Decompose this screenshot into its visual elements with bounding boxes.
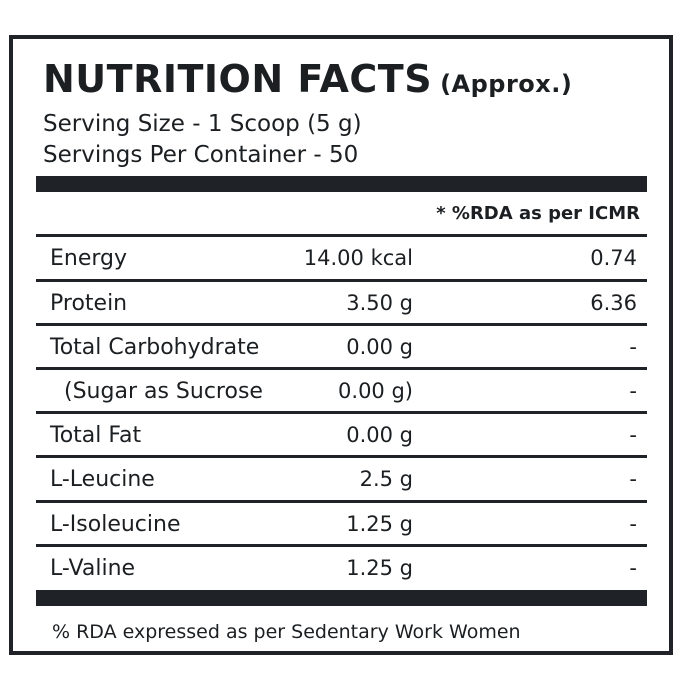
table-row: L-Leucine 2.5 g -: [36, 458, 647, 502]
serving-size: Serving Size - 1 Scoop (5 g): [43, 111, 362, 137]
nutrient-rda: -: [629, 423, 637, 447]
nutrient-amount: 1.25 g: [346, 556, 413, 580]
table-row: Energy 14.00 kcal 0.74: [36, 237, 647, 281]
nutrient-name: (Sugar as Sucrose: [64, 379, 263, 404]
title-suffix: (Approx.): [440, 70, 573, 98]
nutrient-name: Total Carbohydrate: [50, 335, 260, 360]
nutrient-amount: 0.00 g: [346, 335, 413, 359]
table-row: Total Carbohydrate 0.00 g -: [36, 326, 647, 370]
bottom-thick-rule: [36, 590, 647, 606]
nutrient-rda: -: [629, 512, 637, 536]
row-divider: [36, 455, 647, 458]
row-divider: [36, 544, 647, 547]
row-divider: [36, 500, 647, 503]
nutrient-name: Total Fat: [50, 423, 142, 448]
nutrient-name: Protein: [50, 291, 128, 316]
nutrient-amount: 2.5 g: [359, 467, 413, 491]
nutrient-rda: -: [629, 467, 637, 491]
nutrient-name: L-Isoleucine: [50, 512, 181, 537]
nutrient-name: Energy: [50, 246, 128, 271]
nutrient-rda: 6.36: [590, 291, 637, 315]
nutrition-title: NUTRITION FACTS (Approx.): [43, 57, 572, 101]
nutrient-rda: -: [629, 556, 637, 580]
table-row: L-Valine 1.25 g -: [36, 547, 647, 591]
title-main: NUTRITION FACTS: [43, 57, 433, 101]
nutrient-name: L-Valine: [50, 556, 136, 581]
nutrition-facts-panel: NUTRITION FACTS (Approx.) Serving Size - …: [9, 35, 673, 655]
row-divider: [36, 367, 647, 370]
row-divider: [36, 323, 647, 326]
nutrient-amount: 0.00 g: [346, 423, 413, 447]
footnote: % RDA expressed as per Sedentary Work Wo…: [52, 621, 521, 643]
nutrient-amount: 14.00 kcal: [303, 246, 413, 270]
rda-header: * %RDA as per ICMR: [436, 203, 640, 224]
table-row: Protein 3.50 g 6.36: [36, 282, 647, 326]
top-thick-rule: [36, 176, 647, 192]
table-row: Total Fat 0.00 g -: [36, 414, 647, 458]
nutrient-amount: 3.50 g: [346, 291, 413, 315]
table-row: (Sugar as Sucrose 0.00 g) -: [36, 370, 647, 414]
nutrient-amount: 1.25 g: [346, 512, 413, 536]
table-row: L-Isoleucine 1.25 g -: [36, 503, 647, 547]
header-rule: [36, 234, 647, 237]
row-divider: [36, 411, 647, 414]
nutrient-rda: -: [629, 379, 637, 403]
row-divider: [36, 279, 647, 282]
nutrient-amount: 0.00 g): [338, 379, 413, 403]
nutrient-rda: 0.74: [590, 246, 637, 270]
nutrient-rda: -: [629, 335, 637, 359]
servings-per-container: Servings Per Container - 50: [43, 142, 359, 168]
nutrient-name: L-Leucine: [50, 467, 155, 492]
